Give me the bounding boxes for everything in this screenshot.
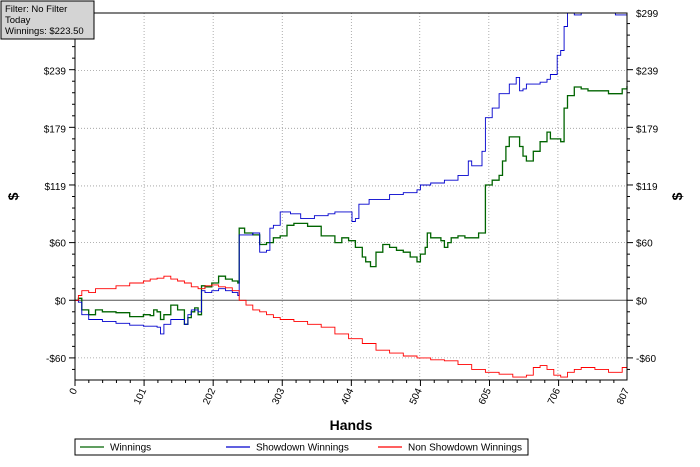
info-box: Filter: No Filter Today Winnings: $223.5… [0, 0, 95, 40]
y-axis-title-right: $ [669, 192, 685, 200]
legend-label: Winnings [110, 443, 151, 454]
y-axis-title-left: $ [5, 192, 21, 200]
y-tick-label-right: $0 [636, 296, 648, 307]
series-line-winnings [75, 86, 628, 325]
legend-frame [74, 438, 529, 456]
y-tick-label-left: -$60 [46, 354, 66, 365]
legend-label: Non Showdown Winnings [408, 443, 522, 454]
legend-label: Showdown Winnings [256, 443, 349, 454]
y-tick-label-left: $179 [44, 124, 67, 135]
series-line-non-showdown-winnings [75, 275, 627, 378]
y-tick-label-left: $239 [44, 67, 67, 78]
y-tick-label-left: $60 [49, 239, 66, 250]
info-box-background [0, 0, 95, 40]
y-tick-label-right: $239 [636, 67, 659, 78]
info-winnings: Winnings: $223.50 [5, 26, 84, 37]
series-line-showdown-winnings [75, 12, 627, 335]
series-layer [75, 12, 628, 378]
info-period: Today [5, 15, 31, 26]
y-tick-label-right: $179 [636, 124, 659, 135]
y-tick-label-left: $119 [44, 182, 66, 193]
info-filter: Filter: No Filter [5, 4, 67, 15]
y-tick-label-right: $299 [636, 9, 659, 20]
y-tick-label-right: $119 [636, 182, 658, 193]
legend: Winnings Showdown Winnings Non Showdown Wi… [74, 438, 529, 456]
y-tick-label-right: $60 [636, 239, 653, 250]
y-tick-label-left: $0 [55, 296, 67, 307]
x-axis-title: Hands [330, 417, 373, 433]
x-tick-label: 0 [68, 386, 81, 396]
y-tick-label-right: -$60 [636, 354, 656, 365]
